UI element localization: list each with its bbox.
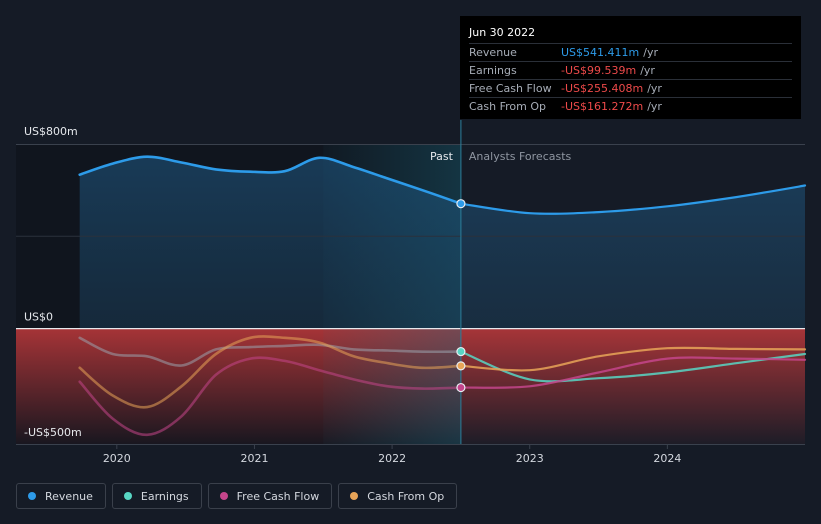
revenue-forecast-line bbox=[459, 184, 807, 215]
legend-item-free-cash-flow[interactable]: Free Cash Flow bbox=[207, 483, 333, 509]
tooltip-unit: /yr bbox=[643, 46, 658, 59]
earnings-forecast-line bbox=[459, 350, 807, 383]
fcf-past-line bbox=[78, 356, 463, 437]
tooltip-unit: /yr bbox=[647, 100, 662, 113]
earnings-current-point bbox=[456, 346, 466, 357]
y-label-top: US$800m bbox=[24, 125, 78, 138]
x-tick-label: 2024 bbox=[653, 452, 681, 465]
tooltip-label: Earnings bbox=[469, 64, 517, 77]
tooltip-value: -US$99.539m bbox=[561, 64, 637, 77]
past-label: Past bbox=[430, 150, 454, 163]
tooltip-row-fcf: Free Cash Flow -US$255.408m /yr bbox=[469, 79, 792, 97]
tooltip-label: Revenue bbox=[469, 46, 517, 59]
earnings-past-line bbox=[78, 336, 463, 367]
x-tick-label: 2023 bbox=[516, 452, 544, 465]
legend-item-earnings[interactable]: Earnings bbox=[111, 483, 202, 509]
tooltip-value: US$541.411m bbox=[561, 46, 640, 59]
revenue-past-line bbox=[78, 155, 463, 205]
cfo-past-line bbox=[78, 335, 463, 409]
legend-label: Revenue bbox=[45, 489, 93, 503]
tooltip-date: Jun 30 2022 bbox=[469, 26, 536, 39]
legend-dot-icon bbox=[123, 492, 132, 500]
tooltip-value: -US$161.272m bbox=[561, 100, 644, 113]
forecast-label: Analysts Forecasts bbox=[469, 150, 572, 163]
fcf-forecast-line bbox=[459, 356, 807, 389]
hover-tooltip: Jun 30 2022 Revenue US$541.411m /yr Earn… bbox=[460, 16, 801, 119]
legend-item-revenue[interactable]: Revenue bbox=[16, 483, 106, 509]
chart-legend: Revenue Earnings Free Cash Flow Cash Fro… bbox=[16, 483, 458, 509]
legend-label: Free Cash Flow bbox=[236, 489, 320, 503]
x-tick-label: 2020 bbox=[103, 452, 131, 465]
tooltip-unit: /yr bbox=[640, 64, 655, 77]
tooltip-unit: /yr bbox=[647, 82, 662, 95]
revenue-current-point bbox=[456, 199, 466, 209]
tooltip-label: Cash From Op bbox=[469, 100, 547, 113]
x-tick-label: 2021 bbox=[240, 452, 268, 465]
cfo-current-point bbox=[456, 361, 466, 371]
tooltip-value: -US$255.408m bbox=[561, 82, 644, 95]
revenue-area bbox=[79, 156, 805, 329]
cfo-forecast-line bbox=[459, 346, 807, 372]
fcf-current-point bbox=[456, 382, 466, 393]
legend-dot-icon bbox=[28, 492, 36, 500]
tooltip-label: Free Cash Flow bbox=[469, 82, 552, 95]
legend-item-cash-from-op[interactable]: Cash From Op bbox=[338, 483, 458, 509]
legend-dot-icon bbox=[350, 492, 359, 500]
legend-dot-icon bbox=[219, 492, 228, 500]
tooltip-row-cfo: Cash From Op -US$161.272m /yr bbox=[469, 97, 792, 115]
y-label-bottom: -US$500m bbox=[24, 426, 82, 439]
legend-label: Earnings bbox=[140, 489, 189, 503]
tooltip-row-revenue: Revenue US$541.411m /yr bbox=[469, 43, 792, 61]
legend-label: Cash From Op bbox=[367, 489, 445, 503]
tooltip-row-earnings: Earnings -US$99.539m /yr bbox=[469, 61, 792, 79]
y-label-zero: US$0 bbox=[24, 311, 53, 324]
x-tick-label: 2022 bbox=[378, 452, 406, 465]
